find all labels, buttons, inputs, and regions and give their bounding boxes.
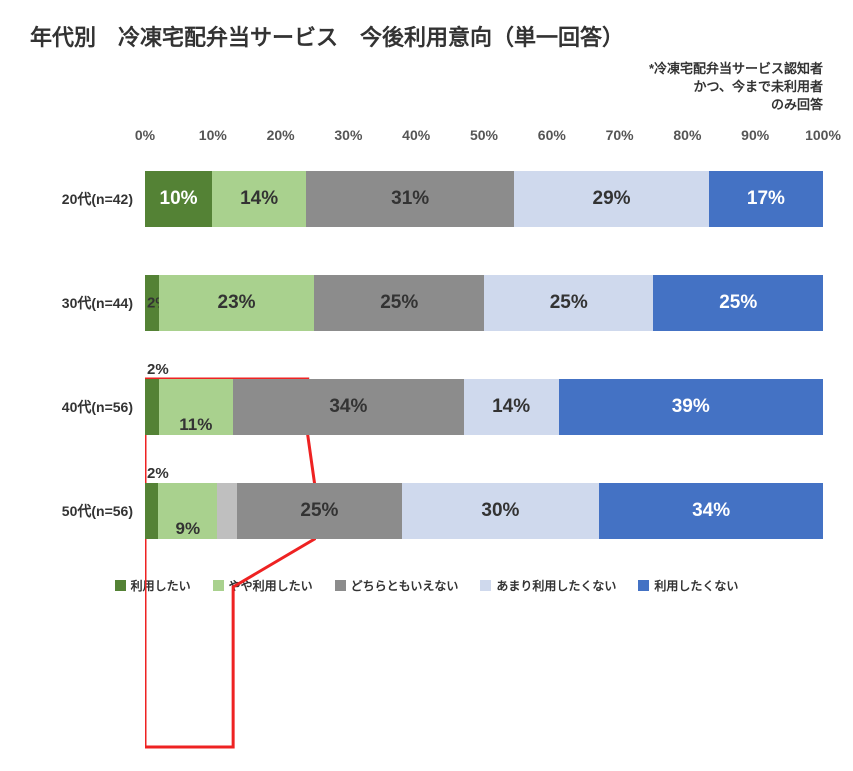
bar-track: 2% 9% 25% 30% 34% — [145, 483, 823, 539]
segment-value-label: 2% — [147, 361, 169, 378]
legend-label: 利用したくない — [654, 577, 738, 594]
legend-label: どちらともいえない — [351, 577, 459, 594]
legend-swatch — [213, 580, 224, 591]
bar-track: 2% 11% 34% 14% 39% — [145, 379, 823, 435]
bar-segment: 34% — [599, 483, 823, 539]
chart-subtitle: *冷凍宅配弁当サービス認知者 かつ、今まで未利用者 のみ回答 — [30, 60, 823, 115]
bar-segment: 39% — [559, 379, 823, 435]
segment-value-label: 34% — [329, 396, 367, 418]
legend-item: どちらともいえない — [335, 577, 459, 594]
bar-segment: 25% — [484, 275, 654, 331]
bar-segment: 23% — [159, 275, 315, 331]
bar-segment: 9% — [158, 483, 217, 539]
segment-value-label: 25% — [550, 292, 588, 314]
bar-row: 40代(n=56)2%11%34%14%39% — [30, 355, 823, 459]
legend-item: 利用したい — [115, 577, 191, 594]
legend-swatch — [480, 580, 491, 591]
legend-label: あまり利用したくない — [496, 577, 616, 594]
segment-value-label: 25% — [380, 292, 418, 314]
legend-label: やや利用したい — [229, 577, 313, 594]
x-tick-label: 20% — [267, 127, 295, 143]
bar-segment: 10% — [145, 171, 212, 227]
x-tick-label: 80% — [673, 127, 701, 143]
row-label: 30代(n=44) — [30, 293, 145, 313]
bar-segment: 25% — [237, 483, 402, 539]
legend: 利用したい やや利用したい どちらともいえない あまり利用したくない 利用したくない — [30, 577, 823, 594]
bar-segment-gap — [217, 483, 237, 539]
x-tick-label: 70% — [606, 127, 634, 143]
x-tick-label: 30% — [334, 127, 362, 143]
bar-segment: 29% — [514, 171, 709, 227]
bar-segment: 25% — [653, 275, 823, 331]
bar-segment: 11% — [159, 379, 234, 435]
segment-value-label: 14% — [492, 396, 530, 418]
bar-segment: 2% — [145, 275, 159, 331]
segment-value-label: 39% — [672, 396, 710, 418]
bar-segment: 34% — [233, 379, 464, 435]
segment-value-label: 14% — [240, 188, 278, 210]
subtitle-line-3: のみ回答 — [30, 96, 823, 114]
legend-item: あまり利用したくない — [480, 577, 616, 594]
bar-track: 2% 23% 25% 25% 25% — [145, 275, 823, 331]
x-tick-label: 60% — [538, 127, 566, 143]
segment-value-label: 25% — [719, 292, 757, 314]
bar-segment: 25% — [314, 275, 484, 331]
bar-segment: 2% — [145, 483, 158, 539]
bar-segment: 2% — [145, 379, 159, 435]
bar-segment: 14% — [212, 171, 306, 227]
bar-row: 50代(n=56)2%9%25%30%34% — [30, 459, 823, 563]
segment-value-label: 11% — [179, 415, 212, 435]
x-tick-label: 50% — [470, 127, 498, 143]
bar-row: 20代(n=42) 10% 14% 31% 29% 17% — [30, 147, 823, 251]
bar-segment: 30% — [402, 483, 599, 539]
bar-segment: 17% — [709, 171, 823, 227]
legend-swatch — [335, 580, 346, 591]
segment-value-label: 2% — [147, 465, 169, 482]
segment-value-label: 34% — [692, 500, 730, 522]
segment-value-label: 23% — [218, 292, 256, 314]
segment-value-label: 29% — [593, 188, 631, 210]
segment-value-label: 9% — [175, 519, 200, 539]
subtitle-line-2: かつ、今まで未利用者 — [30, 78, 823, 96]
segment-value-label: 31% — [391, 188, 429, 210]
x-axis: 0%10%20%30%40%50%60%70%80%90%100% — [30, 127, 823, 147]
segment-value-label: 17% — [747, 188, 785, 210]
subtitle-line-1: *冷凍宅配弁当サービス認知者 — [30, 60, 823, 78]
row-label: 40代(n=56) — [30, 397, 145, 417]
segment-value-label: 30% — [481, 500, 519, 522]
legend-swatch — [638, 580, 649, 591]
chart-area: 0%10%20%30%40%50%60%70%80%90%100% 20代(n=… — [30, 127, 823, 563]
legend-item: やや利用したい — [213, 577, 313, 594]
x-tick-label: 100% — [805, 127, 841, 143]
x-tick-label: 10% — [199, 127, 227, 143]
bars-container: 20代(n=42)10%14%31%29%17%30代(n=44)2%23%25… — [30, 147, 823, 563]
row-label: 50代(n=56) — [30, 501, 145, 521]
legend-item: 利用したくない — [638, 577, 738, 594]
bar-track: 10% 14% 31% 29% 17% — [145, 171, 823, 227]
bar-segment: 31% — [306, 171, 514, 227]
legend-swatch — [115, 580, 126, 591]
bar-segment: 14% — [464, 379, 559, 435]
row-label: 20代(n=42) — [30, 189, 145, 209]
bar-row: 30代(n=44)2% 23% 25% 25% 25% — [30, 251, 823, 355]
x-tick-label: 0% — [135, 127, 155, 143]
legend-label: 利用したい — [131, 577, 191, 594]
x-tick-label: 90% — [741, 127, 769, 143]
segment-value-label: 10% — [160, 188, 198, 210]
x-tick-label: 40% — [402, 127, 430, 143]
chart-title: 年代別 冷凍宅配弁当サービス 今後利用意向（単一回答） — [30, 20, 823, 52]
segment-value-label: 25% — [300, 500, 338, 522]
